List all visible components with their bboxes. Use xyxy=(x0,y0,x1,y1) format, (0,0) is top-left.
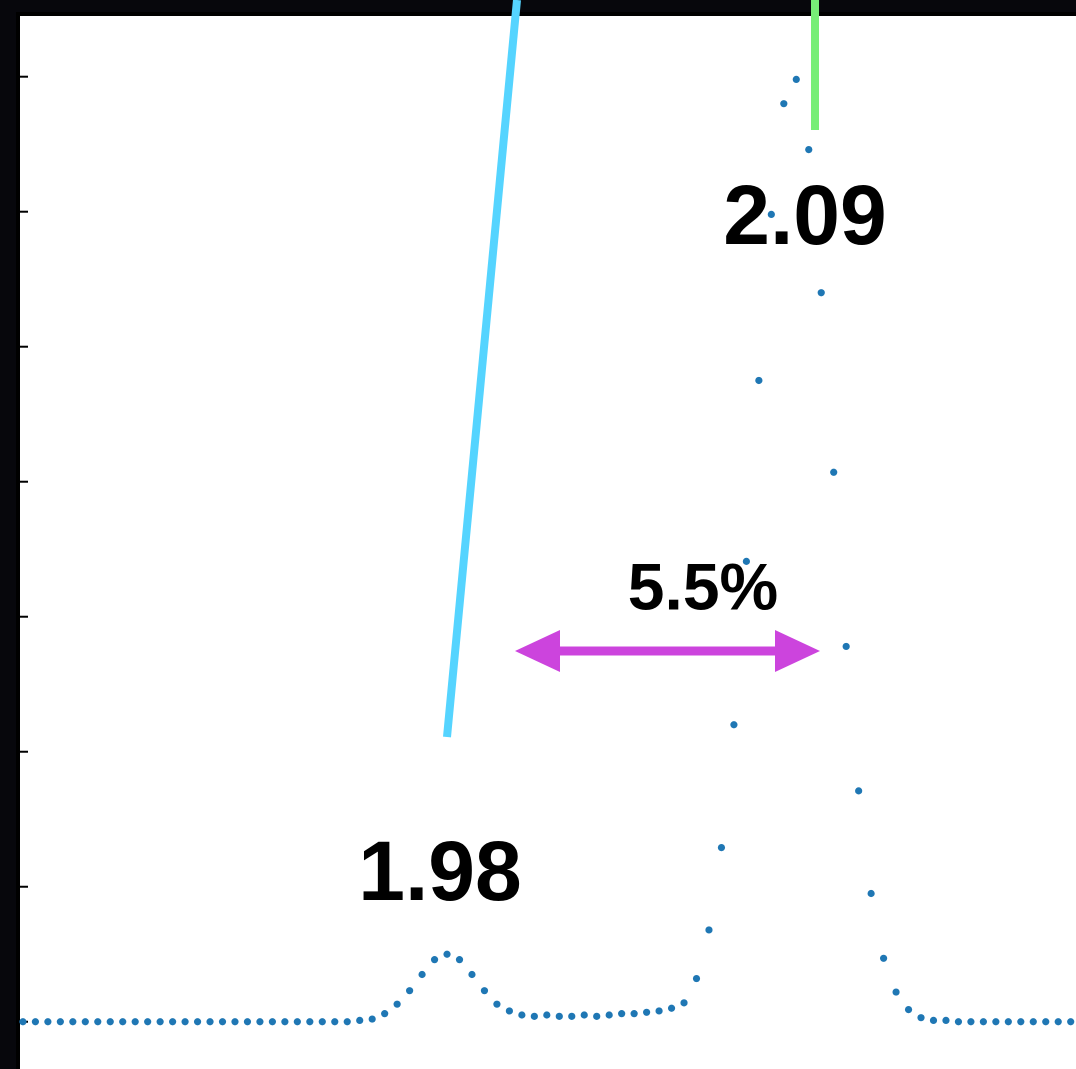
point xyxy=(468,971,475,978)
point xyxy=(606,1011,613,1018)
point xyxy=(406,987,413,994)
point xyxy=(431,956,438,963)
point xyxy=(169,1018,176,1025)
plot-frame xyxy=(18,14,1076,1069)
point xyxy=(631,1010,638,1017)
point xyxy=(556,1013,563,1020)
point xyxy=(418,971,425,978)
point xyxy=(1042,1018,1049,1025)
point xyxy=(44,1018,51,1025)
point xyxy=(843,643,850,650)
point xyxy=(518,1011,525,1018)
point xyxy=(905,1006,912,1013)
point xyxy=(568,1013,575,1020)
point xyxy=(231,1018,238,1025)
point xyxy=(94,1018,101,1025)
point xyxy=(281,1018,288,1025)
point xyxy=(531,1013,538,1020)
point xyxy=(481,987,488,994)
point xyxy=(256,1018,263,1025)
point xyxy=(144,1018,151,1025)
point xyxy=(132,1018,139,1025)
point xyxy=(1017,1018,1024,1025)
point xyxy=(655,1007,662,1014)
point xyxy=(356,1017,363,1024)
point xyxy=(992,1018,999,1025)
point xyxy=(593,1013,600,1020)
point xyxy=(581,1011,588,1018)
point xyxy=(718,844,725,851)
point xyxy=(443,951,450,958)
point xyxy=(69,1018,76,1025)
chart: 2.09 1.98 5.5% xyxy=(0,0,1076,1069)
point xyxy=(331,1018,338,1025)
point xyxy=(730,721,737,728)
point xyxy=(369,1015,376,1022)
point xyxy=(1005,1018,1012,1025)
point xyxy=(892,988,899,995)
point xyxy=(755,377,762,384)
point xyxy=(269,1018,276,1025)
annotation: 5.5% xyxy=(628,549,778,623)
point xyxy=(1055,1018,1062,1025)
point xyxy=(967,1018,974,1025)
point xyxy=(107,1018,114,1025)
point xyxy=(830,469,837,476)
point xyxy=(219,1018,226,1025)
point xyxy=(294,1018,301,1025)
point xyxy=(119,1018,126,1025)
point xyxy=(668,1005,675,1012)
point xyxy=(456,956,463,963)
point xyxy=(306,1018,313,1025)
point xyxy=(244,1018,251,1025)
point xyxy=(57,1018,64,1025)
point xyxy=(930,1017,937,1024)
point xyxy=(194,1018,201,1025)
point xyxy=(955,1018,962,1025)
point xyxy=(394,1001,401,1008)
point xyxy=(818,289,825,296)
point xyxy=(493,1001,500,1008)
point xyxy=(618,1010,625,1017)
point xyxy=(917,1014,924,1021)
point xyxy=(643,1009,650,1016)
point xyxy=(942,1017,949,1024)
point xyxy=(157,1018,164,1025)
point xyxy=(381,1010,388,1017)
point xyxy=(1030,1018,1037,1025)
point xyxy=(793,76,800,83)
point xyxy=(506,1007,513,1014)
point xyxy=(82,1018,89,1025)
point xyxy=(19,1018,26,1025)
point xyxy=(1067,1018,1074,1025)
point xyxy=(319,1018,326,1025)
point xyxy=(805,146,812,153)
annotation: 1.98 xyxy=(358,824,522,918)
point xyxy=(855,787,862,794)
point xyxy=(980,1018,987,1025)
point xyxy=(868,890,875,897)
point xyxy=(693,975,700,982)
point xyxy=(880,955,887,962)
point xyxy=(32,1018,39,1025)
point xyxy=(705,926,712,933)
point xyxy=(206,1018,213,1025)
point xyxy=(543,1011,550,1018)
point xyxy=(181,1018,188,1025)
point xyxy=(780,100,787,107)
annotation: 2.09 xyxy=(723,168,887,262)
point xyxy=(680,999,687,1006)
point xyxy=(344,1018,351,1025)
